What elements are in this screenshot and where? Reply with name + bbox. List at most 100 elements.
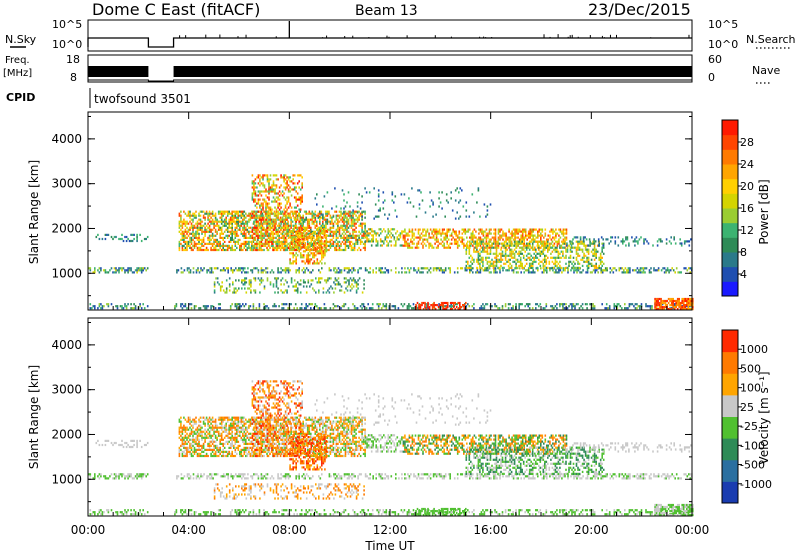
heatmap-cell [197, 223, 199, 225]
heatmap-cell [539, 231, 541, 233]
heatmap-cell [288, 285, 290, 287]
heatmap-cell [253, 188, 255, 190]
heatmap-cell [248, 307, 250, 309]
heatmap-cell [262, 279, 264, 281]
heatmap-cell [473, 259, 475, 261]
heatmap-cell [261, 279, 263, 281]
heatmap-cell [262, 227, 264, 229]
heatmap-cell [554, 243, 556, 245]
heatmap-cell [651, 307, 653, 309]
heatmap-cell [323, 252, 325, 254]
heatmap-cell [271, 241, 273, 243]
heatmap-cell [277, 192, 279, 194]
heatmap-cell [380, 228, 382, 230]
heatmap-cell [383, 228, 385, 230]
heatmap-cell [309, 227, 311, 229]
heatmap-cell [114, 267, 116, 269]
heatmap-cell [212, 243, 214, 245]
heatmap-cell [298, 232, 300, 234]
heatmap-cell [511, 251, 513, 253]
heatmap-cell [235, 245, 237, 247]
heatmap-cell [297, 182, 299, 184]
heatmap-cell [573, 271, 575, 273]
heatmap-cell [521, 253, 523, 255]
heatmap-cell [242, 233, 244, 235]
heatmap-cell [221, 217, 223, 219]
heatmap-cell [217, 267, 219, 269]
heatmap-cell [239, 227, 241, 229]
heatmap-cell [446, 235, 448, 237]
heatmap-cell [356, 281, 358, 283]
heatmap-cell [410, 267, 412, 269]
heatmap-cell [201, 231, 203, 233]
heatmap-cell [683, 300, 685, 302]
heatmap-cell [517, 267, 519, 269]
heatmap-cell [624, 303, 626, 305]
heatmap-cell [306, 254, 308, 256]
heatmap-cell [658, 269, 660, 271]
heatmap-cell [508, 303, 510, 305]
heatmap-cell [320, 244, 322, 246]
heatmap-cell [545, 233, 547, 235]
heatmap-cell [522, 243, 524, 245]
nsearch-tick-low: 10^0 [708, 38, 738, 51]
heatmap-cell [250, 289, 252, 291]
heatmap-cell [200, 249, 202, 251]
heatmap-cell [582, 259, 584, 261]
heatmap-cell [525, 245, 527, 247]
heatmap-cell [236, 219, 238, 221]
heatmap-cell [306, 291, 308, 293]
heatmap-cell [520, 261, 522, 263]
heatmap-cell [245, 243, 247, 245]
heatmap-cell [521, 263, 523, 265]
heatmap-cell [216, 241, 218, 243]
heatmap-cell [278, 227, 280, 229]
heatmap-cell [428, 235, 430, 237]
heatmap-cell [301, 184, 303, 186]
heatmap-cell [255, 186, 257, 188]
heatmap-cell [244, 227, 246, 229]
heatmap-cell [286, 209, 288, 211]
heatmap-cell [361, 229, 363, 231]
heatmap-cell [354, 213, 356, 215]
heatmap-cell [404, 235, 406, 237]
heatmap-cell [369, 307, 371, 309]
heatmap-cell [266, 221, 268, 223]
heatmap-cell [350, 277, 352, 279]
heatmap-cell [334, 221, 336, 223]
heatmap-cell [287, 229, 289, 231]
heatmap-cell [200, 229, 202, 231]
heatmap-cell [295, 207, 297, 209]
heatmap-cell [418, 269, 420, 271]
heatmap-cell [413, 267, 415, 269]
heatmap-cell [561, 245, 563, 247]
heatmap-cell [182, 249, 184, 251]
heatmap-cell [194, 215, 196, 217]
heatmap-cell [495, 245, 497, 247]
heatmap-cell [127, 303, 129, 305]
heatmap-cell [540, 233, 542, 235]
heatmap-cell [336, 245, 338, 247]
heatmap-cell [442, 304, 444, 306]
heatmap-cell [292, 285, 294, 287]
heatmap-cell [321, 252, 323, 254]
heatmap-cell [569, 240, 571, 242]
heatmap-cell [195, 237, 197, 239]
heatmap-cell [270, 219, 272, 221]
heatmap-cell [248, 213, 250, 215]
heatmap-cell [544, 241, 546, 243]
heatmap-cell [235, 267, 237, 269]
heatmap-cell [607, 307, 609, 309]
heatmap-cell [546, 263, 548, 265]
heatmap-cell [271, 243, 273, 245]
heatmap-cell [368, 238, 370, 240]
heatmap-cell [586, 303, 588, 305]
heatmap-cell [231, 233, 233, 235]
heatmap-cell [364, 217, 366, 219]
heatmap-cell [286, 291, 288, 293]
heatmap-cell [487, 257, 489, 259]
heatmap-cell [591, 271, 593, 273]
heatmap-cell [127, 271, 129, 273]
heatmap-cell [185, 235, 187, 237]
heatmap-cell [363, 235, 365, 237]
